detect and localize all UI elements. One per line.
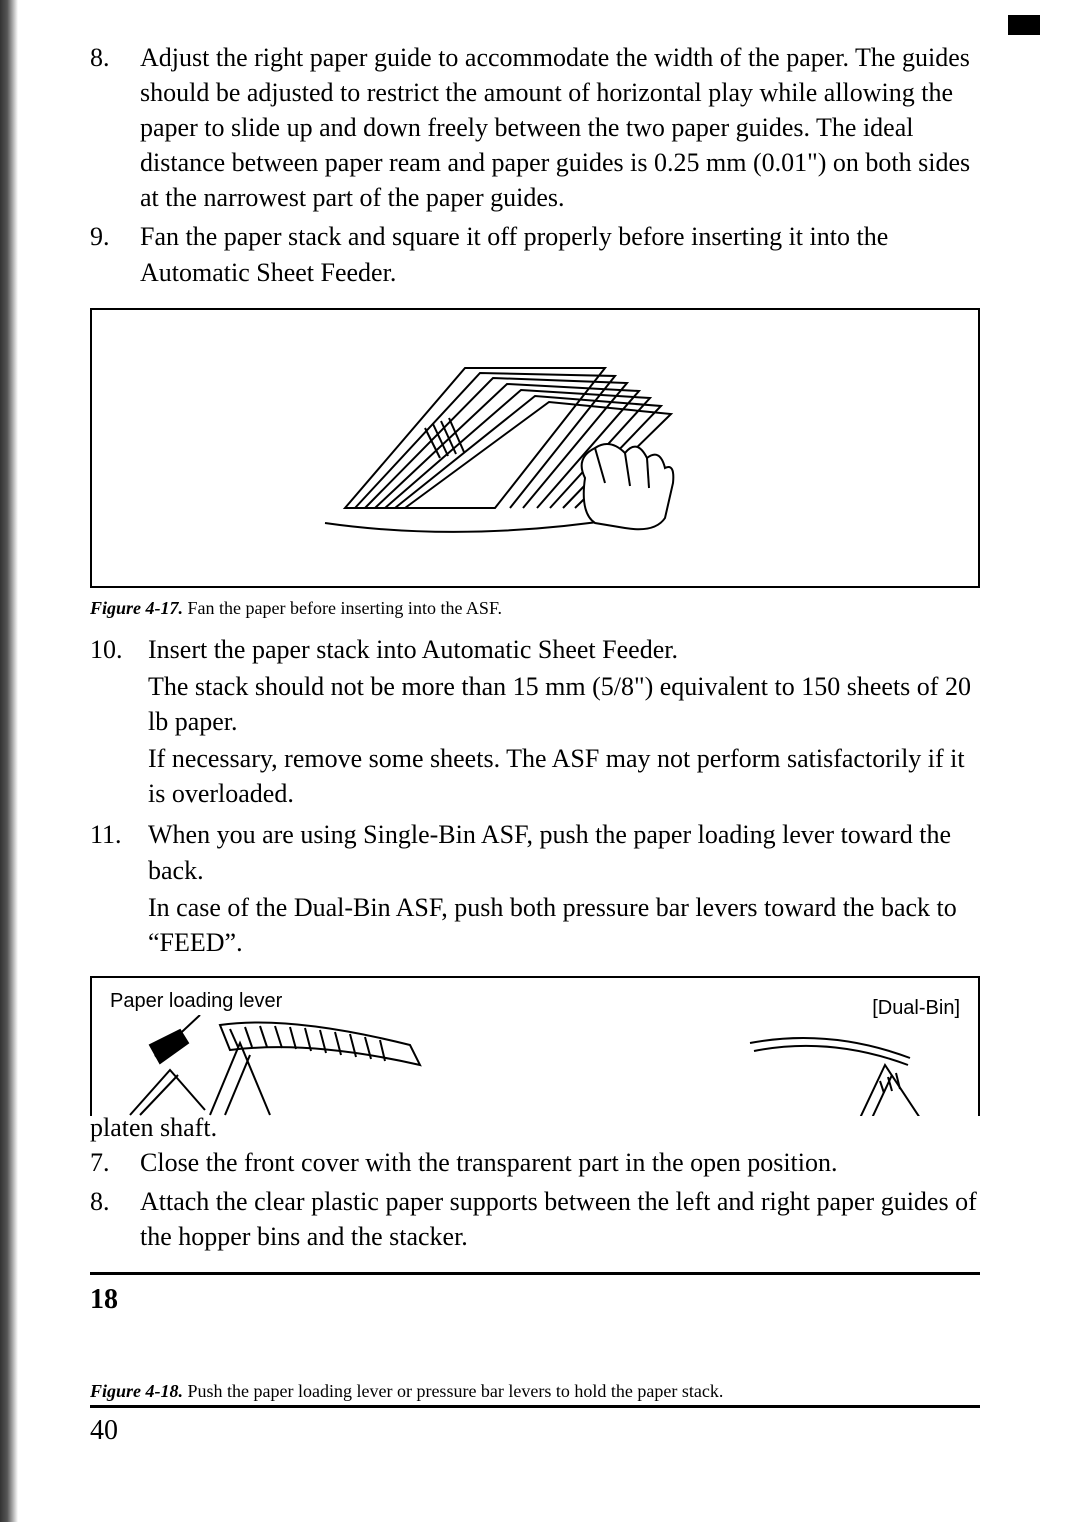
step-10: 10. Insert the paper stack into Automati… bbox=[90, 632, 980, 813]
figure-label: Figure 4-17. bbox=[90, 598, 183, 618]
step-text: Insert the paper stack into Automatic Sh… bbox=[148, 632, 980, 813]
step-8b: 8. Attach the clear plastic paper suppor… bbox=[90, 1184, 980, 1254]
step-text: When you are using Single-Bin ASF, push … bbox=[148, 817, 980, 961]
lever-illustration-right bbox=[740, 1023, 960, 1116]
divider bbox=[90, 1272, 980, 1275]
figure-caption-text: Fan the paper before inserting into the … bbox=[188, 598, 503, 618]
figure-4-18-partial: Paper loading lever bbox=[90, 976, 980, 1116]
step-number: 10. bbox=[90, 632, 148, 813]
figure-right-group: [Dual-Bin] bbox=[740, 988, 960, 1116]
step-7: 7. Close the front cover with the transp… bbox=[90, 1145, 980, 1180]
step-para: Insert the paper stack into Automatic Sh… bbox=[148, 632, 980, 667]
binding-edge bbox=[0, 0, 18, 1522]
step-9: 9. Fan the paper stack and square it off… bbox=[90, 219, 980, 289]
divider-bottom bbox=[90, 1405, 980, 1408]
page-number-18: 18 bbox=[90, 1281, 980, 1319]
step-para: If necessary, remove some sheets. The AS… bbox=[148, 741, 980, 811]
step-text: Adjust the right paper guide to accommod… bbox=[140, 40, 980, 215]
figure-caption-text: Push the paper loading lever or pressure… bbox=[188, 1381, 724, 1401]
corner-mark bbox=[1008, 15, 1040, 35]
page-content: 8. Adjust the right paper guide to accom… bbox=[90, 40, 980, 1450]
step-11: 11. When you are using Single-Bin ASF, p… bbox=[90, 817, 980, 961]
figure-4-18-caption: Figure 4-18. Push the paper loading leve… bbox=[90, 1379, 980, 1403]
step-para: The stack should not be more than 15 mm … bbox=[148, 669, 980, 739]
step-number: 11. bbox=[90, 817, 148, 961]
step-text: Close the front cover with the transpare… bbox=[140, 1145, 980, 1180]
step-8a: 8. Adjust the right paper guide to accom… bbox=[90, 40, 980, 215]
step-para: In case of the Dual-Bin ASF, push both p… bbox=[148, 890, 980, 960]
figure-4-17-caption: Figure 4-17. Fan the paper before insert… bbox=[90, 596, 980, 620]
step-text: Fan the paper stack and square it off pr… bbox=[140, 219, 980, 289]
page-number-40: 40 bbox=[90, 1412, 980, 1450]
figure-label: Figure 4-18. bbox=[90, 1381, 183, 1401]
step-para: When you are using Single-Bin ASF, push … bbox=[148, 817, 980, 887]
step-number: 9. bbox=[90, 219, 140, 289]
step-number: 7. bbox=[90, 1145, 140, 1180]
dual-bin-label: [Dual-Bin] bbox=[872, 997, 960, 1019]
fan-paper-illustration bbox=[265, 328, 805, 568]
step-text: Attach the clear plastic paper supports … bbox=[140, 1184, 980, 1254]
figure-left-group: Paper loading lever bbox=[110, 988, 440, 1116]
paper-loading-lever-label: Paper loading lever bbox=[110, 988, 282, 1015]
step-number: 8. bbox=[90, 40, 140, 215]
lever-illustration-left bbox=[110, 1015, 440, 1116]
figure-4-17 bbox=[90, 308, 980, 588]
step-number: 8. bbox=[90, 1184, 140, 1254]
